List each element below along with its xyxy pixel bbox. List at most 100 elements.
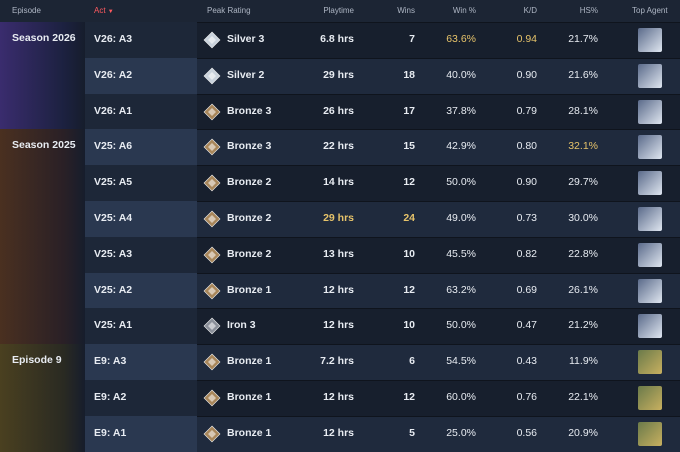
kd: 0.94 <box>516 33 537 45</box>
agent-avatar <box>638 28 662 52</box>
kd: 0.69 <box>516 283 537 296</box>
act: V25: A1 <box>94 319 133 332</box>
win-pct: 63.2% <box>446 283 476 296</box>
col-act-label: Act <box>94 6 106 15</box>
episode-block: Season 2025 <box>0 129 85 345</box>
col-hs[interactable]: HS% <box>579 6 598 15</box>
header-row <box>0 0 680 22</box>
agent-avatar <box>638 350 662 375</box>
act-bg <box>85 415 197 452</box>
act-bg <box>85 201 197 237</box>
rank-shape <box>203 31 221 49</box>
act-bg <box>85 272 197 309</box>
hs-pct: 20.9% <box>568 426 598 439</box>
peak-rating: Silver 2 <box>227 68 265 81</box>
peak-rating: Bronze 3 <box>227 140 272 153</box>
kd: 0.90 <box>516 68 537 81</box>
agent-avatar <box>638 242 662 267</box>
win-pct: 45.5% <box>446 247 476 260</box>
win-pct: 54.5% <box>446 355 476 368</box>
act: V25: A5 <box>94 176 133 189</box>
agent-avatar <box>638 135 662 160</box>
hs-pct: 30.0% <box>568 212 598 224</box>
rank-icon <box>203 138 221 156</box>
episode-block: Season 2026 <box>0 22 85 130</box>
kd: 0.79 <box>516 104 537 117</box>
act-bg <box>85 129 197 166</box>
playtime: 12 hrs <box>323 283 354 296</box>
col-agent[interactable]: Top Agent <box>632 6 668 15</box>
rank-icon <box>203 246 221 264</box>
win-pct: 49.0% <box>446 212 476 224</box>
win-pct: 63.6% <box>446 33 476 45</box>
agent-avatar <box>638 171 662 196</box>
agent-avatar <box>638 421 662 446</box>
act-bg <box>85 22 197 58</box>
act-bg <box>85 93 197 130</box>
hs-pct: 21.7% <box>568 33 598 45</box>
wins: 18 <box>403 68 415 81</box>
hs-pct: 32.1% <box>568 140 598 153</box>
col-act[interactable]: Act ▼ <box>94 0 114 22</box>
rank-icon <box>203 31 221 49</box>
peak-rating: Bronze 3 <box>227 104 272 117</box>
act-bg <box>85 57 197 94</box>
rank-icon <box>203 389 221 407</box>
playtime: 12 hrs <box>323 426 354 439</box>
win-pct: 37.8% <box>446 104 476 117</box>
act: V26: A2 <box>94 68 133 81</box>
rank-shape <box>203 103 221 121</box>
rank-icon <box>203 317 221 335</box>
rank-shape <box>203 282 221 300</box>
kd: 0.90 <box>516 176 537 189</box>
act: V26: A3 <box>94 33 133 45</box>
act-bg <box>85 308 197 345</box>
hs-pct: 22.8% <box>568 247 598 260</box>
rank-shape <box>203 246 221 264</box>
peak-rating: Bronze 1 <box>227 426 272 439</box>
rank-icon <box>203 67 221 85</box>
hs-pct: 26.1% <box>568 283 598 296</box>
agent-avatar <box>638 207 662 231</box>
hs-pct: 22.1% <box>568 391 598 403</box>
act: E9: A3 <box>94 355 127 368</box>
kd: 0.56 <box>516 426 537 439</box>
col-winpct[interactable]: Win % <box>452 6 476 15</box>
hs-pct: 21.2% <box>568 319 598 332</box>
wins: 17 <box>403 104 415 117</box>
rank-shape <box>203 210 221 228</box>
playtime: 26 hrs <box>323 104 354 117</box>
rank-shape <box>203 425 221 443</box>
wins: 10 <box>403 319 415 332</box>
wins: 12 <box>403 176 415 189</box>
act: V25: A2 <box>94 283 133 296</box>
playtime: 29 hrs <box>323 212 354 224</box>
playtime: 29 hrs <box>323 68 354 81</box>
agent-avatar <box>638 314 662 339</box>
win-pct: 25.0% <box>446 426 476 439</box>
rank-shape <box>203 353 221 371</box>
rank-shape <box>203 389 221 407</box>
act-bg <box>85 380 197 416</box>
col-wins[interactable]: Wins <box>397 6 415 15</box>
act: V25: A4 <box>94 212 133 224</box>
rank-icon <box>203 282 221 300</box>
col-peak[interactable]: Peak Rating <box>207 6 251 15</box>
act: V26: A1 <box>94 104 133 117</box>
win-pct: 60.0% <box>446 391 476 403</box>
col-playtime[interactable]: Playtime <box>323 6 354 15</box>
peak-rating: Bronze 1 <box>227 283 272 296</box>
playtime: 13 hrs <box>323 247 354 260</box>
kd: 0.73 <box>516 212 537 224</box>
kd: 0.43 <box>516 355 537 368</box>
hs-pct: 28.1% <box>568 104 598 117</box>
hs-pct: 21.6% <box>568 68 598 81</box>
col-kd[interactable]: K/D <box>523 6 537 15</box>
agent-avatar <box>638 386 662 410</box>
act: E9: A1 <box>94 426 127 439</box>
rank-icon <box>203 353 221 371</box>
rank-icon <box>203 103 221 121</box>
peak-rating: Bronze 2 <box>227 247 272 260</box>
col-episode: Episode <box>12 6 41 15</box>
